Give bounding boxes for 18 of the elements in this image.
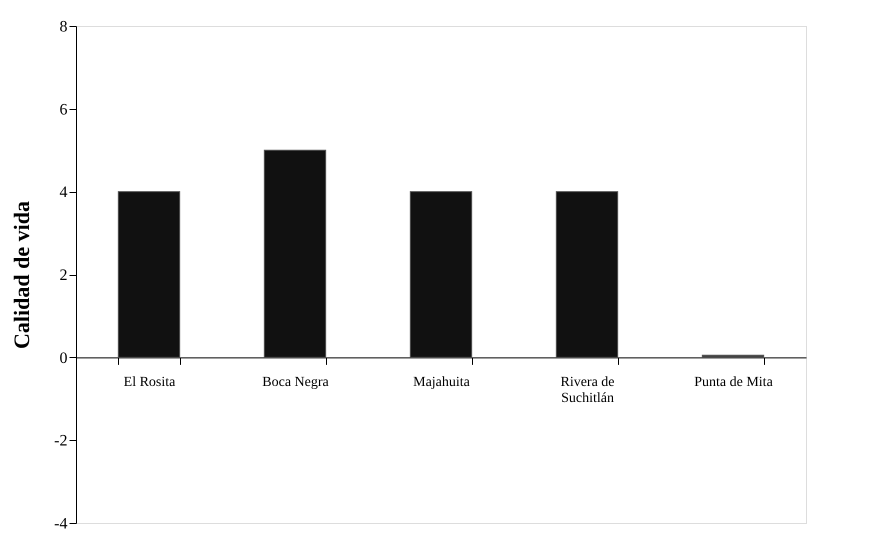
y-tick-label: 2: [60, 267, 68, 284]
y-tick-label: 6: [60, 101, 68, 118]
y-tick-label: 4: [60, 184, 68, 202]
x-tick-label: Punta de Mita: [694, 374, 774, 390]
x-tick-label: El Rosita: [124, 374, 176, 390]
x-tick-label: Boca Negra: [262, 374, 330, 390]
x-tick-label: Rivera de Suchitlán: [560, 374, 615, 406]
bar: [264, 150, 326, 358]
bar: [118, 191, 180, 358]
bar: [702, 354, 764, 358]
y-axis-title: Calidad de vida: [9, 201, 34, 349]
y-tick-label: -4: [54, 516, 68, 532]
bar: [556, 191, 618, 358]
bar: [410, 191, 472, 358]
y-tick-label: -2: [54, 432, 68, 450]
x-tick-label: Majahuita: [413, 374, 471, 390]
y-tick-label: 8: [60, 18, 68, 36]
y-tick-label: 0: [60, 350, 68, 367]
